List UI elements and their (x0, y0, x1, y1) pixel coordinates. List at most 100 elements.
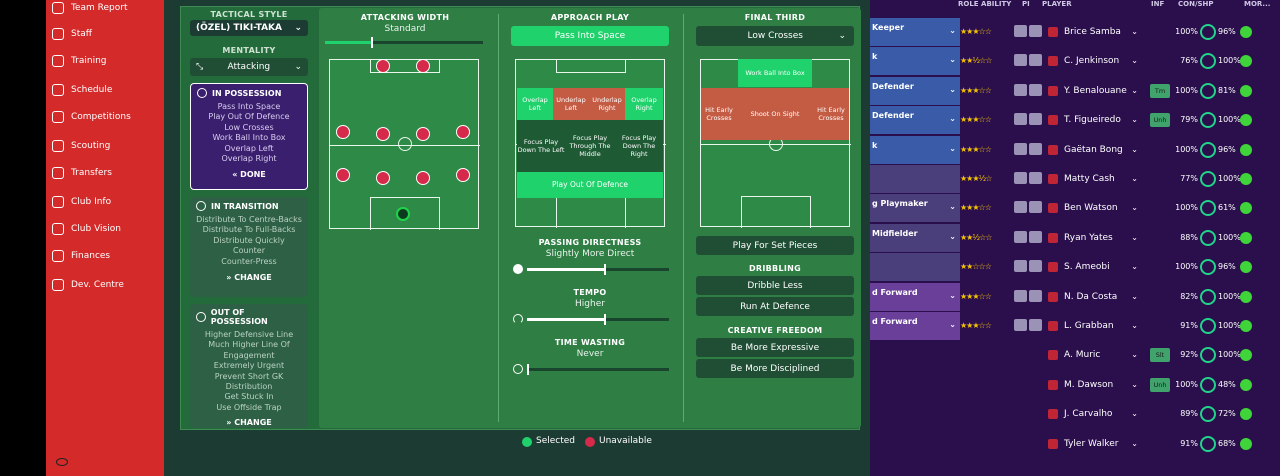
slider-handle[interactable] (604, 314, 607, 325)
goalkeeper-marker[interactable] (396, 207, 410, 221)
final-third-dropdown[interactable]: Low Crosses ⌄ (696, 26, 854, 46)
role-cell[interactable]: d Forward ⌄ (868, 312, 960, 340)
in-possession-card[interactable]: IN POSSESSION Pass Into Space Play Out O… (190, 83, 308, 190)
play-for-set-pieces-button[interactable]: Play For Set Pieces (696, 236, 854, 255)
role-cell[interactable]: g Playmaker ⌄ (868, 194, 960, 223)
player-instructions-icons[interactable] (1014, 25, 1044, 37)
sidebar-footer-icon[interactable] (56, 458, 68, 466)
out-of-possession-card[interactable]: OUT OF POSSESSION Higher Defensive Line … (190, 304, 308, 428)
be-more-expressive-button[interactable]: Be More Expressive (696, 338, 854, 357)
player-instructions-icons[interactable] (1014, 54, 1044, 67)
role-cell[interactable]: k ⌄ (868, 135, 960, 164)
sidebar-item-club-info[interactable]: Club Info (46, 191, 164, 213)
player-cell[interactable]: Ryan Yates ⌄ (1046, 224, 1144, 252)
player-instructions-icons[interactable] (1014, 172, 1044, 184)
role-cell[interactable]: d Forward ⌄ (868, 282, 960, 311)
done-button[interactable]: « DONE (191, 170, 307, 179)
squad-row[interactable]: Defender ⌄ ★★★☆☆ Y. Benalouane ⌄ Tm 100% 81% (868, 76, 1280, 105)
role-cell[interactable] (868, 341, 960, 370)
column-header-con-shp[interactable]: CON/SHP (1178, 0, 1214, 8)
squad-row[interactable]: A. Muric ⌄ Slt 92% 100% (868, 341, 1280, 370)
squad-row[interactable]: g Playmaker ⌄ ★★★☆☆ Ben Watson ⌄ 100% 61% (868, 194, 1280, 223)
sidebar-item-team-report[interactable]: Team Report (46, 0, 164, 19)
player-position-marker[interactable] (416, 59, 430, 73)
player-cell[interactable]: Matty Cash ⌄ (1046, 165, 1144, 193)
run-at-defence-button[interactable]: Run At Defence (696, 297, 854, 316)
change-transition-button[interactable]: » CHANGE (190, 273, 308, 282)
sidebar-item-schedule[interactable]: Schedule (46, 79, 164, 101)
role-cell[interactable] (868, 400, 960, 429)
player-instructions-icons[interactable] (1014, 319, 1044, 331)
column-header-player[interactable]: PLAYER (1042, 0, 1072, 8)
column-header-inf[interactable]: INF (1151, 0, 1165, 8)
player-cell[interactable]: A. Muric ⌄ (1046, 341, 1144, 369)
player-instructions-icons[interactable] (1014, 201, 1044, 214)
player-cell[interactable]: Gaëtan Bong ⌄ (1046, 136, 1144, 164)
mentality-dropdown[interactable]: ⤡ Attacking ⌄ (190, 58, 308, 76)
time-wasting-slider[interactable] (527, 364, 669, 375)
tactical-style-dropdown[interactable]: (ÖZEL) TIKI-TAKA ⌄ (190, 20, 308, 36)
change-out-of-possession-button[interactable]: » CHANGE (190, 418, 308, 427)
be-more-disciplined-button[interactable]: Be More Disciplined (696, 359, 854, 378)
dribble-less-button[interactable]: Dribble Less (696, 276, 854, 295)
sidebar-item-club-vision[interactable]: Club Vision (46, 218, 164, 240)
column-header-pi[interactable]: PI (1022, 0, 1030, 8)
slider-handle[interactable] (371, 37, 374, 48)
player-position-marker[interactable] (336, 168, 350, 182)
attacking-width-slider[interactable] (325, 37, 483, 48)
sidebar-item-competitions[interactable]: Competitions (46, 106, 164, 128)
player-position-marker[interactable] (376, 59, 390, 73)
role-cell[interactable]: k ⌄ (868, 47, 960, 76)
player-cell[interactable]: C. Jenkinson ⌄ (1046, 47, 1144, 75)
player-position-marker[interactable] (376, 171, 390, 185)
role-cell[interactable] (868, 429, 960, 458)
zone-overlap-right[interactable]: Overlap Right (625, 88, 663, 120)
sidebar-item-training[interactable]: Training (46, 50, 164, 72)
player-instructions-icons[interactable] (1014, 113, 1044, 126)
squad-row[interactable]: k ⌄ ★★½☆☆ C. Jenkinson ⌄ 76% 100% (868, 47, 1280, 76)
sidebar-item-transfers[interactable]: Transfers (46, 162, 164, 184)
player-position-marker[interactable] (456, 125, 470, 139)
player-instructions-icons[interactable] (1014, 83, 1044, 96)
squad-row[interactable]: Tyler Walker ⌄ 91% 68% (868, 429, 1280, 458)
squad-row[interactable]: ★★★½☆ Matty Cash ⌄ 77% 100% (868, 165, 1280, 193)
squad-row[interactable]: Midfielder ⌄ ★★½☆☆ Ryan Yates ⌄ 88% 100% (868, 223, 1280, 252)
player-position-marker[interactable] (416, 171, 430, 185)
zone-hit-early-crosses-right[interactable]: Hit Early Crosses (813, 88, 849, 140)
column-header-role-ability[interactable]: ROLE ABILITY (958, 0, 1012, 8)
sidebar-item-dev-centre[interactable]: Dev. Centre (46, 274, 164, 296)
player-cell[interactable]: Ben Watson ⌄ (1046, 194, 1144, 222)
player-cell[interactable]: Y. Benalouane ⌄ (1046, 77, 1144, 105)
approach-play-selected[interactable]: Pass Into Space (511, 26, 669, 46)
slider-handle[interactable] (604, 264, 607, 275)
player-position-marker[interactable] (336, 125, 350, 139)
squad-row[interactable]: J. Carvalho ⌄ 89% 72% (868, 400, 1280, 429)
player-position-marker[interactable] (376, 127, 390, 141)
zone-overlap-left[interactable]: Overlap Left (517, 88, 553, 120)
sidebar-item-scouting[interactable]: Scouting (46, 135, 164, 157)
squad-row[interactable]: k ⌄ ★★★☆☆ Gaëtan Bong ⌄ 100% 96% (868, 135, 1280, 164)
zone-underlap-right[interactable]: Underlap Right (589, 88, 625, 120)
role-cell[interactable]: Keeper ⌄ (868, 18, 960, 46)
player-cell[interactable]: J. Carvalho ⌄ (1046, 400, 1144, 428)
role-cell[interactable] (868, 165, 960, 193)
zone-underlap-left[interactable]: Underlap Left (553, 88, 589, 120)
player-cell[interactable]: M. Dawson ⌄ (1046, 371, 1144, 399)
player-instructions-icons[interactable] (1014, 230, 1044, 243)
player-cell[interactable]: Brice Samba ⌄ (1046, 18, 1144, 46)
player-cell[interactable]: Tyler Walker ⌄ (1046, 430, 1144, 458)
role-cell[interactable]: Midfielder ⌄ (868, 223, 960, 252)
squad-row[interactable]: ★★☆☆☆ S. Ameobi ⌄ 100% 96% (868, 253, 1280, 282)
sidebar-item-staff[interactable]: Staff (46, 23, 164, 45)
player-cell[interactable]: N. Da Costa ⌄ (1046, 283, 1144, 311)
in-transition-card[interactable]: IN TRANSITION Distribute To Centre-Backs… (190, 197, 308, 297)
player-cell[interactable]: T. Figueiredo ⌄ (1046, 106, 1144, 134)
squad-row[interactable]: d Forward ⌄ ★★★☆☆ L. Grabban ⌄ 91% 100% (868, 312, 1280, 340)
slider-handle[interactable] (527, 364, 529, 375)
role-cell[interactable]: Defender ⌄ (868, 76, 960, 105)
role-cell[interactable] (868, 370, 960, 399)
player-instructions-icons[interactable] (1014, 142, 1044, 155)
zone-hit-early-crosses-left[interactable]: Hit Early Crosses (701, 88, 737, 140)
player-instructions-icons[interactable] (1014, 260, 1044, 273)
player-instructions-icons[interactable] (1014, 289, 1044, 302)
